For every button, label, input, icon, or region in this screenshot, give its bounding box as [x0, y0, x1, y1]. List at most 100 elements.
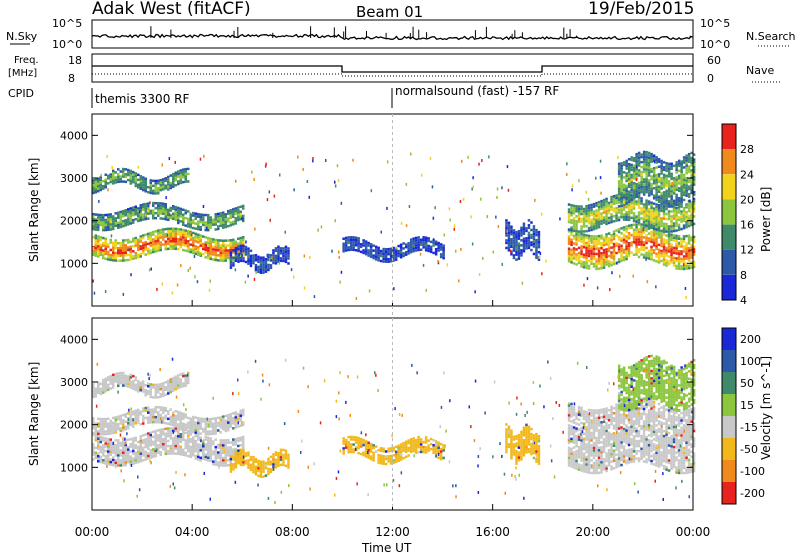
- freq-panel: Freq. [MHz] 18 8 60 0 Nave: [8, 53, 780, 85]
- xtick-label: 04:00: [175, 525, 210, 539]
- xtick-label: 16:00: [475, 525, 510, 539]
- velocity-colorbar-swatch: [722, 350, 736, 372]
- time-xlabel: Time UT: [361, 541, 412, 554]
- cpid-segment-1: themis 3300 RF: [95, 92, 189, 106]
- velocity-colorbar-tick: -15: [740, 421, 758, 434]
- power-ytick-label: 2000: [60, 215, 88, 228]
- power-colorbar-tick: 20: [740, 193, 754, 206]
- nave-tick-bottom: 0: [707, 72, 714, 85]
- velocity-echo-region: [567, 397, 696, 475]
- velocity-colorbar-tick: -200: [740, 487, 765, 500]
- velocity-ytick-label: 3000: [60, 376, 88, 389]
- nsearch-label: N.Search: [746, 30, 796, 43]
- freq-tick-top: 18: [68, 54, 82, 67]
- velocity-colorbar-swatch: [722, 460, 736, 482]
- nave-tick-top: 60: [707, 54, 721, 67]
- freq-unit: [MHz]: [8, 68, 37, 79]
- power-colorbar-tick: 12: [740, 244, 754, 257]
- power-colorbar-tick: 28: [740, 143, 754, 156]
- nsky-tick-left-top: 10^5: [52, 17, 82, 30]
- velocity-colorbar-swatch: [722, 372, 736, 394]
- power-colorbar-tick: 24: [740, 168, 754, 181]
- beam-label: Beam 01: [356, 3, 423, 21]
- date-label: 19/Feb/2015: [588, 0, 694, 19]
- power-colorbar-frame: [721, 123, 737, 301]
- velocity-colorbar-tick: -100: [740, 465, 765, 478]
- velocity-colorbar-label: Velocity [m s^-1]: [759, 356, 773, 460]
- velocity-colorbar-swatch: [722, 416, 736, 438]
- velocity-panel: 1000 2000 3000 4000 Slant Range [km] 200 100…: [27, 317, 773, 511]
- xtick-label: 12:00: [375, 525, 410, 539]
- velocity-ytick-label: 1000: [60, 461, 88, 474]
- freq-label: Freq.: [14, 55, 39, 66]
- power-colorbar-swatch: [722, 124, 736, 150]
- power-echo-layer: [92, 150, 696, 300]
- nsky-label: N.Sky: [6, 30, 38, 43]
- nsky-tick-right-top: 10^5: [700, 17, 730, 30]
- velocity-echo-region: [229, 448, 290, 478]
- power-colorbar-swatch: [722, 199, 736, 225]
- velocity-colorbar-frame: [721, 327, 737, 505]
- velocity-colorbar-tick: -50: [740, 443, 758, 456]
- velocity-colorbar-tick: 50: [740, 377, 754, 390]
- cpid-label: CPID: [8, 87, 34, 100]
- power-colorbar-label: Power [dB]: [759, 187, 773, 252]
- velocity-colorbar-tick: 15: [740, 399, 754, 412]
- velocity-ylabel: Slant Range [km]: [27, 362, 41, 466]
- power-colorbar-swatch: [722, 274, 736, 300]
- power-echo-region: [92, 167, 190, 195]
- velocity-echo-region: [505, 423, 541, 465]
- power-echo-region: [92, 201, 245, 232]
- velocity-colorbar: 200 100 50 15 -15 -50 -100 -200: [721, 327, 765, 505]
- nsky-line: [91, 33, 694, 41]
- power-colorbar-swatch: [722, 224, 736, 250]
- power-echo-region: [617, 150, 696, 208]
- xtick-label: 08:00: [275, 525, 310, 539]
- power-echo-region: [229, 244, 290, 274]
- velocity-colorbar-swatch: [722, 394, 736, 416]
- power-echo-region: [567, 223, 696, 271]
- power-echo-region: [342, 236, 445, 263]
- power-colorbar-swatch: [722, 249, 736, 275]
- nsky-panel: N.Sky 10^5 10^0 10^5 10^0 N.Search: [6, 17, 796, 51]
- velocity-ytick-label: 4000: [60, 333, 88, 346]
- power-panel: 1000 2000 3000 4000 Slant Range [km] 28 24 20…: [27, 113, 773, 307]
- velocity-echo-region: [92, 427, 245, 467]
- velocity-scatter-noise: [95, 357, 693, 504]
- nsky-tick-left-bottom: 10^0: [52, 38, 82, 51]
- power-ytick-label: 3000: [60, 172, 88, 185]
- nave-line: [92, 73, 693, 77]
- velocity-echo-layer: [92, 354, 696, 504]
- nsky-tick-right-bottom: 10^0: [700, 38, 730, 51]
- power-echo-region: [505, 219, 541, 261]
- power-colorbar-tick: 16: [740, 219, 754, 232]
- velocity-echo-region: [92, 405, 245, 436]
- time-x-axis: 00:00 04:00 08:00 12:00 16:00 20:00 00:00: [75, 114, 711, 539]
- cpid-panel: CPID themis 3300 RF normalsound (fast) -…: [8, 84, 559, 108]
- freq-line: [92, 65, 693, 73]
- power-colorbar-swatch: [722, 174, 736, 200]
- velocity-colorbar-tick: 100: [740, 355, 761, 368]
- power-colorbar-tick: 8: [740, 269, 747, 282]
- power-colorbar-tick: 4: [740, 294, 747, 307]
- nsky-trace: [91, 26, 694, 41]
- power-ytick-label: 4000: [60, 129, 88, 142]
- xtick-label: 00:00: [676, 525, 711, 539]
- xtick-label: 00:00: [75, 525, 110, 539]
- velocity-ytick-label: 2000: [60, 419, 88, 432]
- velocity-colorbar-swatch: [722, 482, 736, 504]
- power-colorbar-swatch: [722, 149, 736, 175]
- freq-frame: [91, 53, 694, 83]
- nsky-frame: [91, 19, 694, 49]
- xtick-label: 20:00: [576, 525, 611, 539]
- power-y-axis: 1000 2000 3000 4000: [60, 129, 693, 270]
- nave-label: Nave: [746, 64, 774, 77]
- velocity-echo-region: [617, 354, 696, 412]
- velocity-y-axis: 1000 2000 3000 4000: [60, 333, 693, 474]
- velocity-echo-region: [92, 371, 190, 399]
- power-ylabel: Slant Range [km]: [27, 158, 41, 262]
- freq-tick-bottom: 8: [68, 72, 75, 85]
- cpid-segment-2: normalsound (fast) -157 RF: [395, 84, 559, 98]
- power-colorbar: 28 24 20 16 12 8 4: [721, 123, 754, 307]
